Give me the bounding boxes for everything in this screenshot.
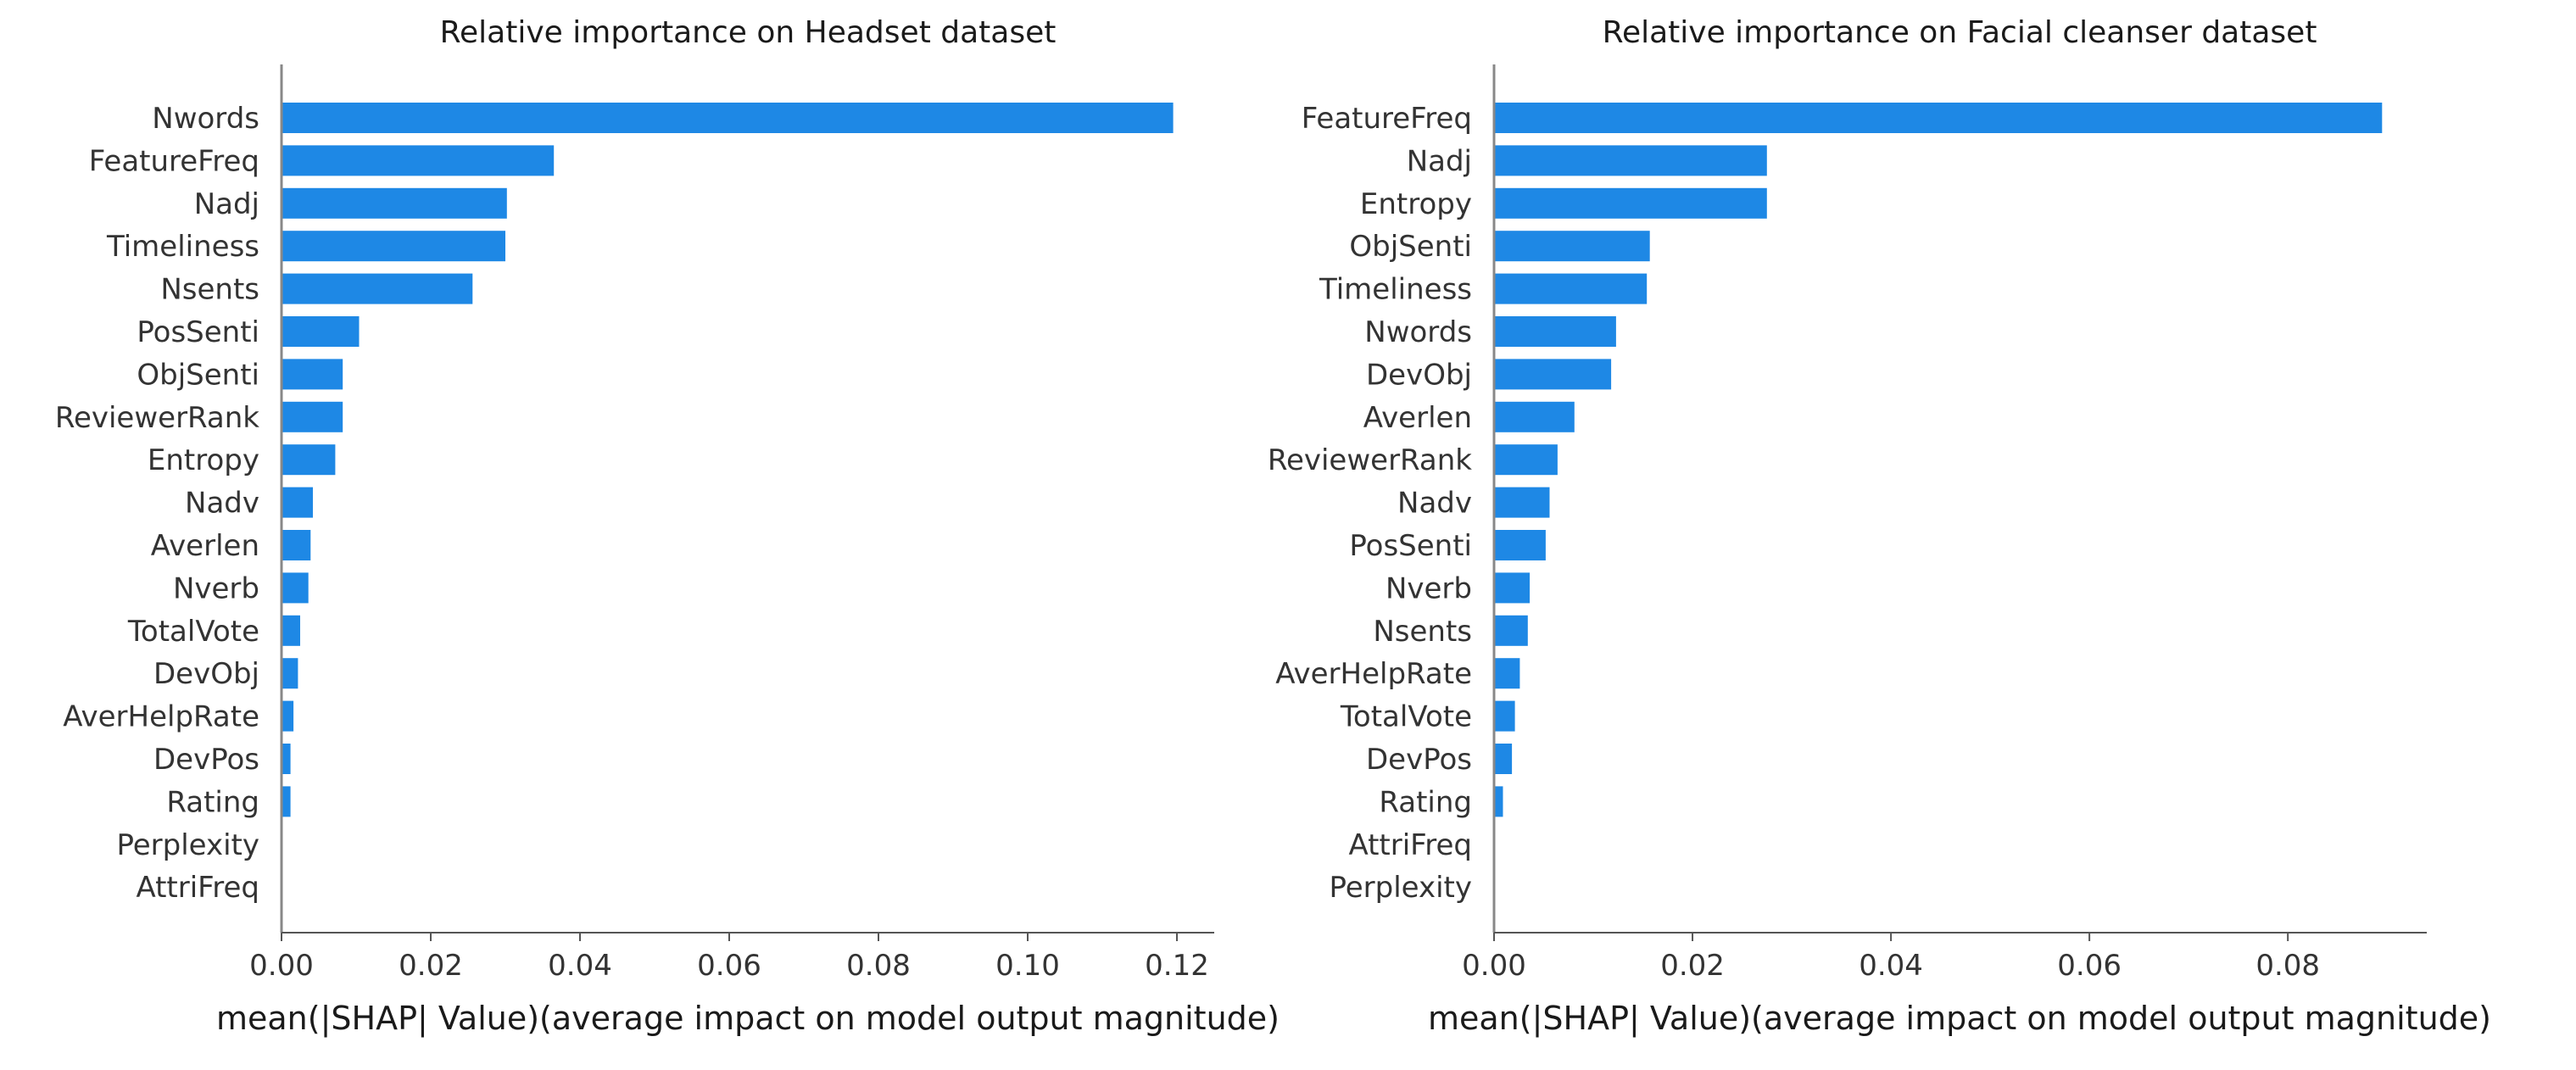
feature-label: DevPos <box>153 743 259 777</box>
bar-averhelprate <box>1494 658 1520 689</box>
bar-nwords <box>282 103 1174 133</box>
bar-possenti <box>1494 530 1546 560</box>
bar-reviewerrank <box>282 401 343 432</box>
bar-devpos <box>282 744 291 774</box>
bar-devobj <box>1494 359 1612 390</box>
feature-label: TotalVote <box>127 615 259 649</box>
bar-objsenti <box>1494 231 1650 262</box>
chart-title: Relative importance on Facial cleanser d… <box>1603 15 2317 50</box>
bar-objsenti <box>282 359 343 390</box>
bar-totalvote <box>282 615 300 646</box>
bar-entropy <box>282 444 336 476</box>
feature-label: AverHelpRate <box>1275 657 1472 691</box>
feature-label: Rating <box>1379 785 1472 819</box>
bar-nverb <box>282 572 309 604</box>
feature-label: Entropy <box>148 443 259 477</box>
feature-label: ObjSenti <box>1349 230 1472 264</box>
bar-featurefreq <box>282 145 555 176</box>
feature-label: ReviewerRank <box>1268 443 1472 477</box>
feature-label: Nwords <box>1364 315 1472 349</box>
feature-label: Rating <box>166 785 259 819</box>
feature-label: Nadj <box>1407 144 1472 178</box>
bar-nadv <box>282 487 313 518</box>
bar-reviewerrank <box>1494 444 1558 476</box>
feature-label: Nwords <box>152 102 259 136</box>
bar-averlen <box>282 530 311 560</box>
feature-label: DevObj <box>1366 358 1472 392</box>
feature-label: Nadj <box>194 187 259 221</box>
feature-label: PosSenti <box>137 315 259 349</box>
x-tick-label: 0.04 <box>548 949 612 983</box>
x-tick-label: 0.08 <box>2255 949 2320 983</box>
bar-possenti <box>282 316 360 347</box>
bar-averlen <box>1494 401 1575 432</box>
feature-label: Nverb <box>1386 571 1472 605</box>
feature-label: Nverb <box>173 571 259 605</box>
feature-label: Timeliness <box>1319 273 1472 307</box>
x-tick-label: 0.04 <box>1859 949 1923 983</box>
x-tick-label: 0.02 <box>1660 949 1725 983</box>
bar-featurefreq <box>1494 103 2383 133</box>
x-axis-label: mean(|SHAP| Value)(average impact on mod… <box>1428 1000 2491 1038</box>
bar-nsents <box>282 273 473 304</box>
x-tick-label: 0.12 <box>1145 949 1209 983</box>
feature-label: Nsents <box>1373 615 1472 649</box>
feature-label: Averlen <box>1363 401 1472 435</box>
feature-label: Entropy <box>1360 187 1472 221</box>
bar-nadj <box>282 187 507 219</box>
chart-panel-2: Relative importance on Facial cleanser d… <box>1268 15 2491 1038</box>
x-tick-label: 0.00 <box>249 949 314 983</box>
feature-label: AverHelpRate <box>63 700 259 734</box>
chart-panel-1: Relative importance on Headset dataset Nw… <box>55 15 1280 1038</box>
feature-label: Timeliness <box>106 230 259 264</box>
bar-nwords <box>1494 316 1616 347</box>
bar-nadj <box>1494 145 1767 176</box>
bar-devpos <box>1494 744 1513 774</box>
feature-label: AttriFreq <box>136 871 259 905</box>
bar-nadv <box>1494 487 1550 518</box>
x-tick-label: 0.00 <box>1462 949 1526 983</box>
bar-nsents <box>1494 615 1528 646</box>
x-tick-label: 0.08 <box>846 949 911 983</box>
bar-entropy <box>1494 187 1767 219</box>
feature-label: DevPos <box>1366 743 1472 777</box>
bar-nverb <box>1494 572 1531 604</box>
feature-label: Nadv <box>1397 487 1472 521</box>
feature-label: FeatureFreq <box>1302 102 1472 136</box>
bar-averhelprate <box>282 700 294 732</box>
x-tick-label: 0.06 <box>697 949 761 983</box>
bar-timeliness <box>282 231 505 262</box>
bar-rating <box>1494 786 1503 817</box>
feature-label: Nsents <box>160 273 259 307</box>
bar-timeliness <box>1494 273 1648 304</box>
feature-label: AttriFreq <box>1348 828 1472 862</box>
bar-rating <box>282 786 291 817</box>
feature-label: Perplexity <box>1329 871 1472 905</box>
feature-label: Nadv <box>185 487 259 521</box>
bar-devobj <box>282 658 298 689</box>
feature-label: PosSenti <box>1349 529 1472 563</box>
feature-label: Averlen <box>151 529 259 563</box>
feature-label: ReviewerRank <box>55 401 259 435</box>
x-tick-label: 0.10 <box>995 949 1060 983</box>
bar-totalvote <box>1494 700 1515 732</box>
x-axis-label: mean(|SHAP| Value)(average impact on mod… <box>216 1000 1280 1038</box>
x-tick-label: 0.02 <box>399 949 463 983</box>
chart-title: Relative importance on Headset dataset <box>440 15 1057 50</box>
x-tick-label: 0.06 <box>2057 949 2122 983</box>
feature-label: ObjSenti <box>137 358 259 392</box>
feature-label: TotalVote <box>1340 700 1472 734</box>
feature-label: FeatureFreq <box>89 144 259 178</box>
feature-label: Perplexity <box>116 828 259 862</box>
feature-label: DevObj <box>153 657 259 691</box>
